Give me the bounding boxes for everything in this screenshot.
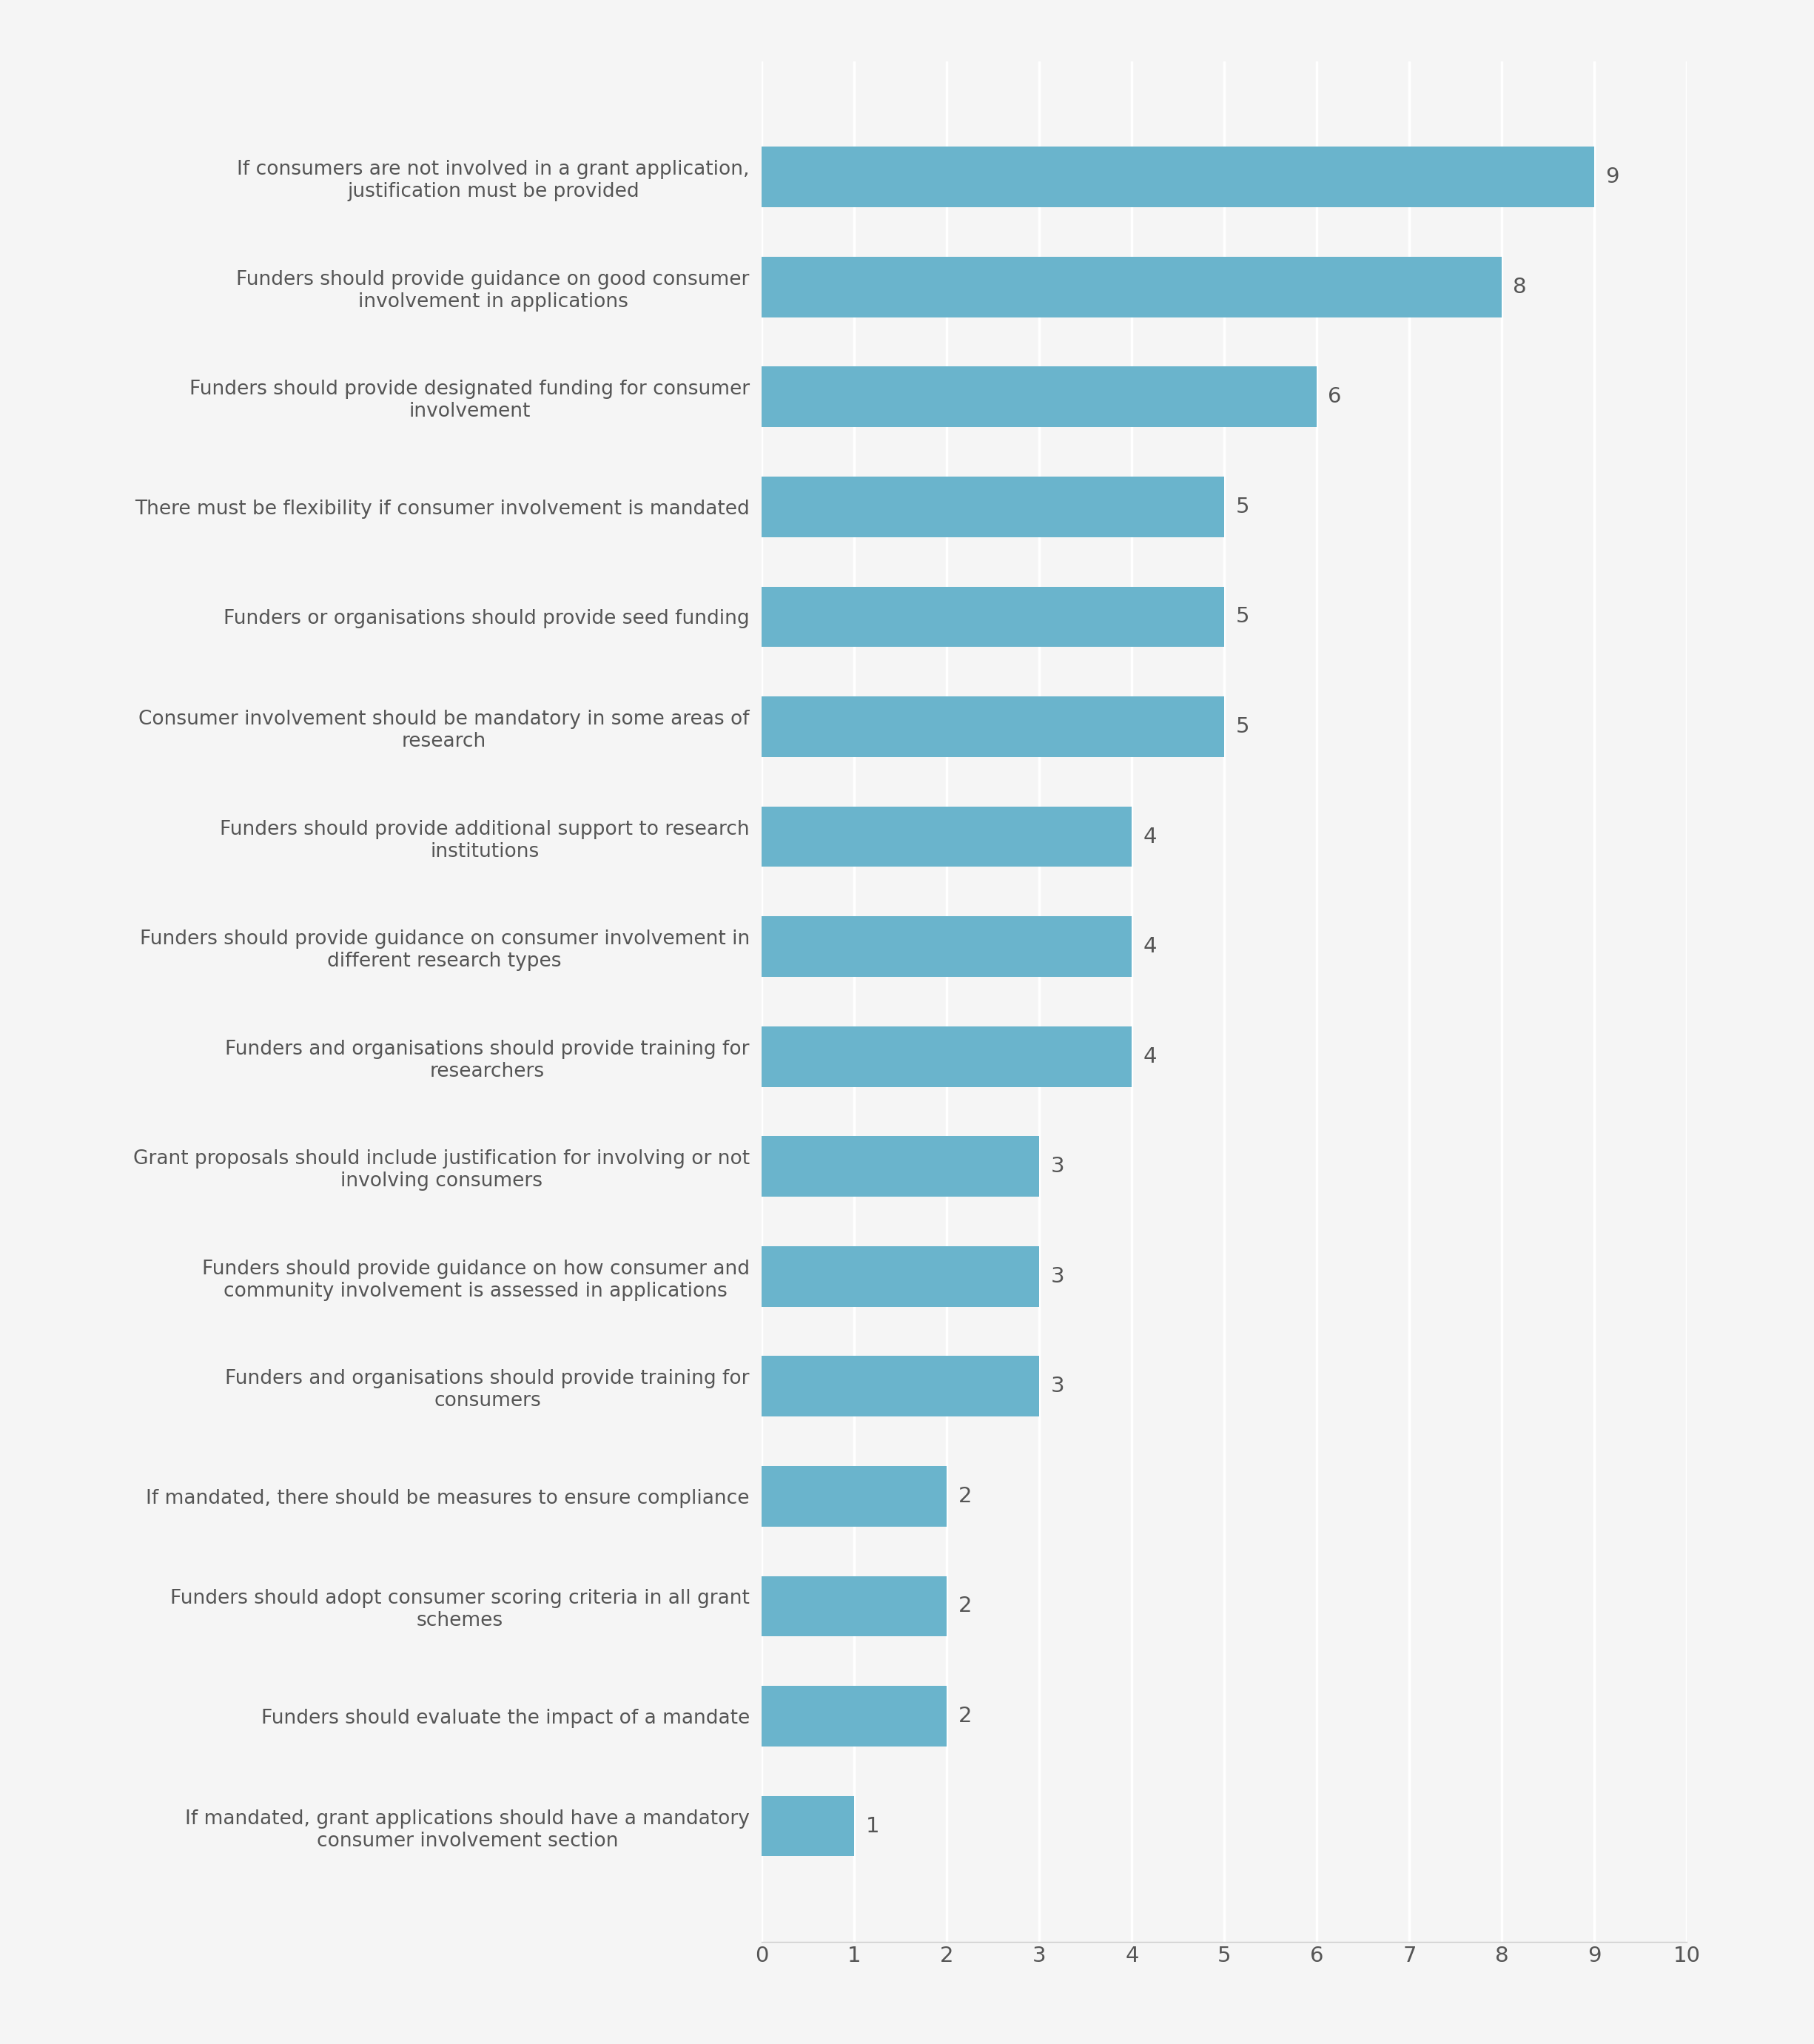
Bar	[762, 476, 1224, 538]
Bar	[762, 1466, 947, 1527]
Text: 2: 2	[958, 1596, 972, 1617]
Bar	[762, 1797, 854, 1856]
Bar	[762, 1355, 1039, 1416]
Bar	[762, 1026, 1132, 1087]
Text: 5: 5	[1235, 607, 1250, 628]
Bar	[762, 258, 1502, 317]
Bar	[762, 916, 1132, 977]
Bar	[762, 1136, 1039, 1196]
Bar	[762, 1247, 1039, 1306]
Text: 3: 3	[1050, 1265, 1065, 1288]
Text: 5: 5	[1235, 715, 1250, 738]
Bar	[762, 147, 1595, 206]
Text: 1: 1	[865, 1815, 880, 1836]
Text: 4: 4	[1143, 826, 1157, 846]
Text: 2: 2	[958, 1486, 972, 1506]
Text: 6: 6	[1328, 386, 1342, 407]
Bar	[762, 697, 1224, 756]
Text: 5: 5	[1235, 497, 1250, 517]
Text: 9: 9	[1605, 168, 1620, 188]
Text: 4: 4	[1143, 1047, 1157, 1067]
Bar	[762, 587, 1224, 648]
Text: 3: 3	[1050, 1157, 1065, 1177]
Bar	[762, 1576, 947, 1637]
Bar	[762, 1686, 947, 1746]
Bar	[762, 366, 1317, 427]
Bar	[762, 807, 1132, 867]
Text: 2: 2	[958, 1707, 972, 1727]
Text: 3: 3	[1050, 1376, 1065, 1396]
Text: 4: 4	[1143, 936, 1157, 957]
Text: 8: 8	[1513, 276, 1527, 296]
